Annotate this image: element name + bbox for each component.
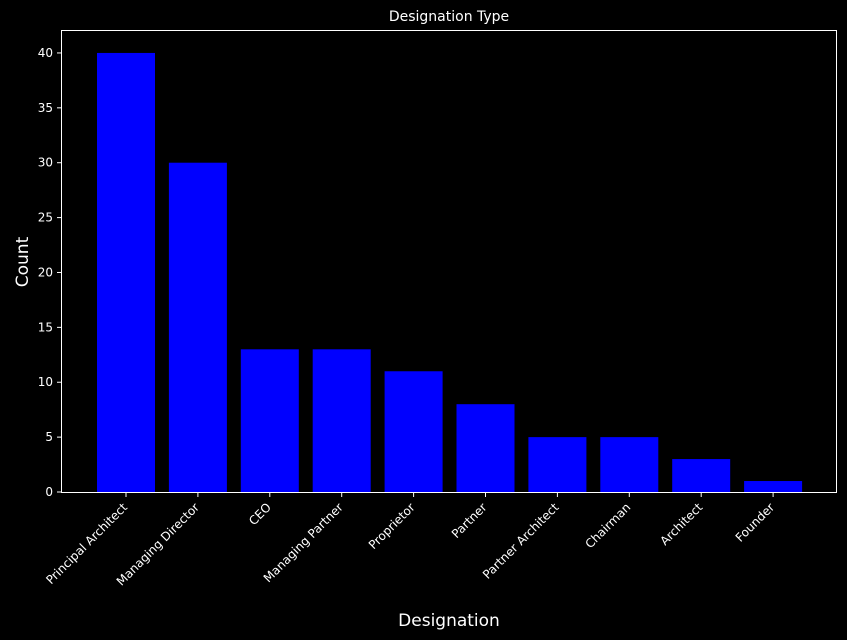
y-tick-label: 30 (38, 156, 53, 170)
x-axis-title: Designation (398, 611, 500, 631)
bar-managing-partner (312, 349, 371, 492)
y-axis-title: Count (13, 236, 33, 287)
bar-chairman (600, 437, 659, 492)
y-tick-label: 0 (45, 485, 53, 499)
bar-ceo (240, 349, 299, 492)
bars-group (97, 52, 803, 492)
bar-managing-director (168, 162, 227, 492)
bar-partner (456, 404, 515, 492)
bar-proprietor (384, 371, 443, 492)
bar-architect (672, 459, 731, 492)
y-tick-label: 15 (38, 320, 53, 334)
y-tick-label: 40 (38, 46, 53, 60)
plot-frame (61, 30, 837, 493)
bar-partner-architect (528, 437, 587, 492)
y-tick-label: 35 (38, 101, 53, 115)
bar-principal-architect (97, 52, 155, 492)
y-tick-label: 5 (45, 430, 53, 444)
y-tick-label: 25 (38, 211, 53, 225)
y-tick-label: 10 (38, 375, 53, 389)
bar-founder (744, 481, 803, 492)
y-tick-label: 20 (38, 265, 53, 279)
y-axis: 0 5 10 15 20 25 30 35 40 (38, 46, 62, 499)
chart-title: Designation Type (389, 9, 509, 25)
